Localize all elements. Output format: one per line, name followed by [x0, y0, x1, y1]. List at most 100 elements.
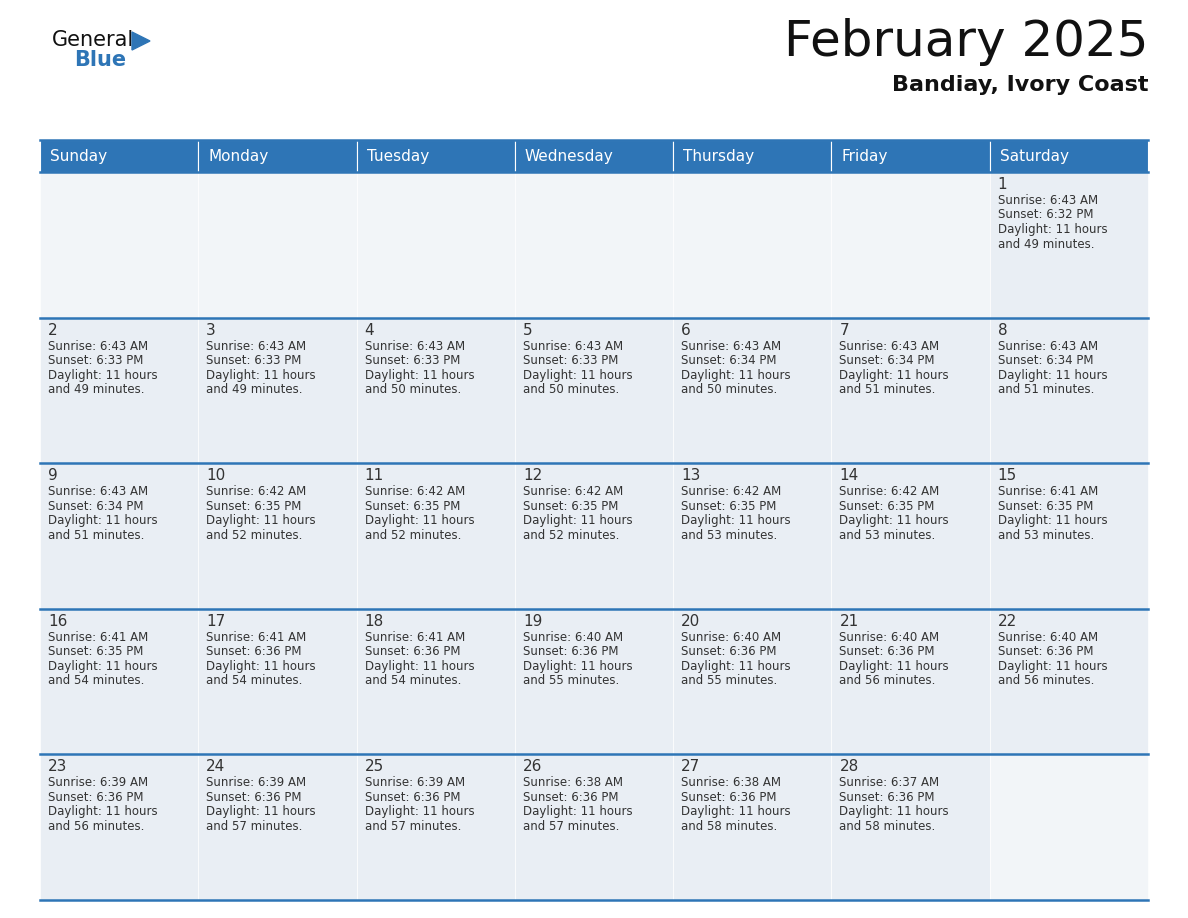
Bar [674, 755, 832, 900]
Text: 21: 21 [840, 614, 859, 629]
Text: Daylight: 11 hours: Daylight: 11 hours [681, 805, 791, 819]
Text: Sunrise: 6:43 AM: Sunrise: 6:43 AM [998, 340, 1098, 353]
Text: 3: 3 [207, 322, 216, 338]
Text: Daylight: 11 hours: Daylight: 11 hours [998, 660, 1107, 673]
Bar [198, 609, 356, 755]
Text: Daylight: 11 hours: Daylight: 11 hours [998, 369, 1107, 382]
Text: and 53 minutes.: and 53 minutes. [840, 529, 936, 542]
Bar [356, 755, 514, 900]
Text: Sunrise: 6:43 AM: Sunrise: 6:43 AM [48, 486, 148, 498]
Text: 6: 6 [681, 322, 691, 338]
Text: Sunrise: 6:40 AM: Sunrise: 6:40 AM [998, 631, 1098, 644]
Bar [990, 172, 1148, 318]
Text: 16: 16 [48, 614, 68, 629]
Bar [832, 609, 990, 755]
Text: 4: 4 [365, 322, 374, 338]
Text: and 58 minutes.: and 58 minutes. [681, 820, 777, 833]
Bar [832, 172, 990, 318]
Text: and 56 minutes.: and 56 minutes. [998, 675, 1094, 688]
Bar [990, 755, 1148, 900]
Text: Sunset: 6:36 PM: Sunset: 6:36 PM [523, 791, 619, 804]
Text: Daylight: 11 hours: Daylight: 11 hours [523, 514, 632, 527]
Text: 28: 28 [840, 759, 859, 775]
Text: 27: 27 [681, 759, 701, 775]
Text: and 51 minutes.: and 51 minutes. [48, 529, 145, 542]
Text: 25: 25 [365, 759, 384, 775]
Text: Blue: Blue [74, 50, 126, 70]
Text: 18: 18 [365, 614, 384, 629]
Bar [198, 755, 356, 900]
Text: and 54 minutes.: and 54 minutes. [48, 675, 145, 688]
Text: Sunrise: 6:43 AM: Sunrise: 6:43 AM [840, 340, 940, 353]
Text: and 56 minutes.: and 56 minutes. [840, 675, 936, 688]
Text: 24: 24 [207, 759, 226, 775]
Text: Sunset: 6:36 PM: Sunset: 6:36 PM [681, 791, 777, 804]
Text: February 2025: February 2025 [784, 18, 1148, 66]
Text: 15: 15 [998, 468, 1017, 483]
Text: and 51 minutes.: and 51 minutes. [840, 383, 936, 396]
Text: Sunset: 6:34 PM: Sunset: 6:34 PM [48, 499, 144, 512]
Text: Sunrise: 6:43 AM: Sunrise: 6:43 AM [48, 340, 148, 353]
Text: Daylight: 11 hours: Daylight: 11 hours [523, 369, 632, 382]
Text: Sunrise: 6:41 AM: Sunrise: 6:41 AM [365, 631, 465, 644]
Text: and 49 minutes.: and 49 minutes. [998, 238, 1094, 251]
Text: Sunset: 6:36 PM: Sunset: 6:36 PM [840, 645, 935, 658]
Text: Sunset: 6:34 PM: Sunset: 6:34 PM [840, 354, 935, 367]
Text: Sunset: 6:32 PM: Sunset: 6:32 PM [998, 208, 1093, 221]
Text: and 57 minutes.: and 57 minutes. [207, 820, 303, 833]
Text: Daylight: 11 hours: Daylight: 11 hours [365, 660, 474, 673]
Text: 5: 5 [523, 322, 532, 338]
Text: 1: 1 [998, 177, 1007, 192]
Text: Daylight: 11 hours: Daylight: 11 hours [48, 805, 158, 819]
Text: Sunset: 6:35 PM: Sunset: 6:35 PM [681, 499, 777, 512]
Text: Sunrise: 6:42 AM: Sunrise: 6:42 AM [523, 486, 624, 498]
Text: Thursday: Thursday [683, 149, 754, 163]
Bar [514, 755, 674, 900]
Text: 12: 12 [523, 468, 542, 483]
Text: Sunrise: 6:40 AM: Sunrise: 6:40 AM [840, 631, 940, 644]
Bar [198, 318, 356, 464]
Text: Sunrise: 6:43 AM: Sunrise: 6:43 AM [365, 340, 465, 353]
Text: Sunrise: 6:42 AM: Sunrise: 6:42 AM [840, 486, 940, 498]
Text: Sunrise: 6:42 AM: Sunrise: 6:42 AM [365, 486, 465, 498]
Text: and 51 minutes.: and 51 minutes. [998, 383, 1094, 396]
Text: and 50 minutes.: and 50 minutes. [681, 383, 777, 396]
Text: Daylight: 11 hours: Daylight: 11 hours [840, 660, 949, 673]
Bar [832, 755, 990, 900]
Text: Daylight: 11 hours: Daylight: 11 hours [207, 660, 316, 673]
Text: Sunset: 6:33 PM: Sunset: 6:33 PM [523, 354, 618, 367]
Bar [514, 464, 674, 609]
Text: and 55 minutes.: and 55 minutes. [523, 675, 619, 688]
Bar [990, 318, 1148, 464]
Bar [356, 464, 514, 609]
Bar [514, 172, 674, 318]
Bar [832, 140, 990, 172]
Bar [832, 464, 990, 609]
Bar [40, 755, 198, 900]
Text: Sunrise: 6:38 AM: Sunrise: 6:38 AM [523, 777, 623, 789]
Bar [674, 140, 832, 172]
Text: Daylight: 11 hours: Daylight: 11 hours [365, 369, 474, 382]
Text: Wednesday: Wednesday [525, 149, 614, 163]
Text: Daylight: 11 hours: Daylight: 11 hours [998, 223, 1107, 236]
Text: Daylight: 11 hours: Daylight: 11 hours [681, 369, 791, 382]
Text: and 52 minutes.: and 52 minutes. [207, 529, 303, 542]
Text: Sunrise: 6:38 AM: Sunrise: 6:38 AM [681, 777, 782, 789]
Text: Monday: Monday [208, 149, 268, 163]
Text: 22: 22 [998, 614, 1017, 629]
Text: Daylight: 11 hours: Daylight: 11 hours [207, 805, 316, 819]
Text: Sunrise: 6:42 AM: Sunrise: 6:42 AM [207, 486, 307, 498]
Text: and 58 minutes.: and 58 minutes. [840, 820, 936, 833]
Text: Sunset: 6:34 PM: Sunset: 6:34 PM [998, 354, 1093, 367]
Text: Daylight: 11 hours: Daylight: 11 hours [523, 805, 632, 819]
Text: Sunrise: 6:39 AM: Sunrise: 6:39 AM [48, 777, 148, 789]
Bar [514, 318, 674, 464]
Text: 20: 20 [681, 614, 701, 629]
Text: Daylight: 11 hours: Daylight: 11 hours [681, 660, 791, 673]
Text: and 55 minutes.: and 55 minutes. [681, 675, 777, 688]
Text: Sunrise: 6:40 AM: Sunrise: 6:40 AM [523, 631, 623, 644]
Text: Sunrise: 6:37 AM: Sunrise: 6:37 AM [840, 777, 940, 789]
Text: Sunset: 6:35 PM: Sunset: 6:35 PM [207, 499, 302, 512]
Bar [40, 609, 198, 755]
Text: Sunset: 6:36 PM: Sunset: 6:36 PM [365, 791, 460, 804]
